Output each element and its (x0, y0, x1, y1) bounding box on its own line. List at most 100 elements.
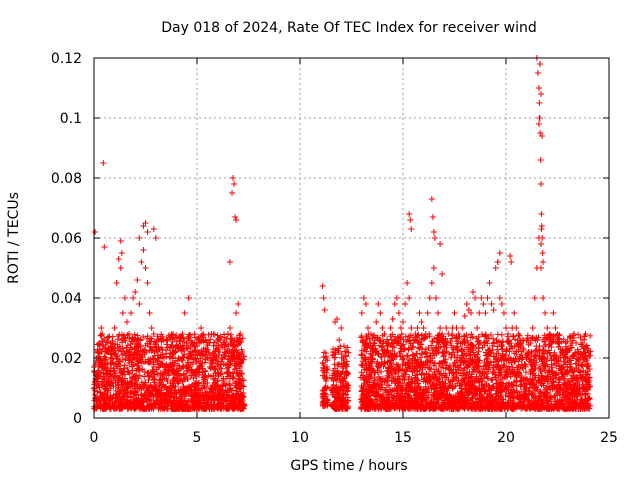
noise-point (141, 368, 148, 375)
noise-point (239, 376, 246, 383)
noise-point (134, 388, 141, 395)
noise-point (234, 361, 241, 368)
noise-point (219, 377, 226, 384)
noise-point (196, 349, 203, 356)
noise-point (217, 387, 224, 394)
noise-point (137, 383, 144, 390)
noise-point (159, 381, 166, 388)
noise-point (110, 347, 117, 354)
noise-point (176, 389, 183, 396)
noise-point (188, 383, 195, 390)
noise-point (106, 367, 113, 374)
noise-point (151, 379, 158, 386)
noise-point (149, 355, 156, 362)
noise-point (160, 371, 167, 378)
noise-point (344, 397, 351, 404)
noise-point (202, 376, 209, 383)
noise-point (178, 346, 185, 353)
noise-point (102, 402, 109, 409)
noise-point (232, 396, 239, 403)
noise-point (116, 358, 123, 365)
noise-point (151, 371, 158, 378)
noise-point (229, 369, 236, 376)
noise-point (334, 389, 341, 396)
noise-point (223, 335, 230, 342)
noise-point (119, 394, 126, 401)
noise-point (131, 400, 138, 407)
noise-point (345, 349, 352, 356)
noise-point (104, 334, 111, 341)
noise-point (176, 333, 183, 340)
noise-point (120, 388, 127, 395)
noise-point (136, 397, 143, 404)
noise-point (238, 380, 245, 387)
noise-point (201, 405, 208, 412)
noise-point (114, 392, 121, 399)
noise-point (109, 355, 116, 362)
noise-point (229, 375, 236, 382)
noise-point (358, 332, 365, 339)
noise-point (235, 351, 242, 358)
noise-point (498, 342, 505, 349)
noise-point (398, 331, 405, 338)
noise-point (128, 363, 135, 370)
noise-point (163, 336, 170, 343)
noise-point (126, 356, 133, 363)
noise-point (159, 333, 166, 340)
noise-point (187, 392, 194, 399)
noise-point (136, 357, 143, 364)
noise-point (164, 337, 171, 344)
noise-point (159, 351, 166, 358)
noise-point (114, 355, 121, 362)
noise-point (122, 352, 129, 359)
noise-point (180, 404, 187, 411)
noise-point (171, 401, 178, 408)
noise-point (174, 375, 181, 382)
noise-point (169, 405, 176, 412)
noise-point (185, 363, 192, 370)
noise-point (211, 392, 218, 399)
noise-point (128, 338, 135, 345)
noise-point (141, 347, 148, 354)
noise-point (141, 373, 148, 380)
noise-point (170, 349, 177, 356)
noise-point (158, 338, 165, 345)
noise-point (133, 395, 140, 402)
noise-point (193, 358, 200, 365)
noise-point (163, 347, 170, 354)
noise-point (124, 368, 131, 375)
noise-point (133, 337, 140, 344)
noise-point (189, 401, 196, 408)
noise-point (403, 352, 410, 359)
noise-point (128, 379, 135, 386)
noise-point (105, 376, 112, 383)
noise-point (161, 405, 168, 412)
noise-point (205, 401, 212, 408)
noise-point (180, 371, 187, 378)
noise-point (134, 403, 141, 410)
noise-point (104, 387, 111, 394)
noise-point (114, 341, 121, 348)
noise-point (144, 369, 151, 376)
noise-point (333, 370, 340, 377)
noise-point (233, 384, 240, 391)
noise-point (100, 378, 107, 385)
noise-point (133, 362, 140, 369)
noise-point (147, 391, 154, 398)
noise-point (115, 381, 122, 388)
noise-point (167, 343, 174, 350)
noise-point (330, 385, 337, 392)
noise-point (134, 344, 141, 351)
noise-point (98, 369, 105, 376)
noise-point (227, 358, 234, 365)
noise-point (94, 372, 101, 379)
noise-point (169, 380, 176, 387)
noise-point (193, 370, 200, 377)
noise-point (227, 340, 234, 347)
noise-point (207, 336, 214, 343)
noise-point (168, 393, 175, 400)
noise-point (130, 373, 137, 380)
noise-point (96, 388, 103, 395)
noise-point (218, 365, 225, 372)
